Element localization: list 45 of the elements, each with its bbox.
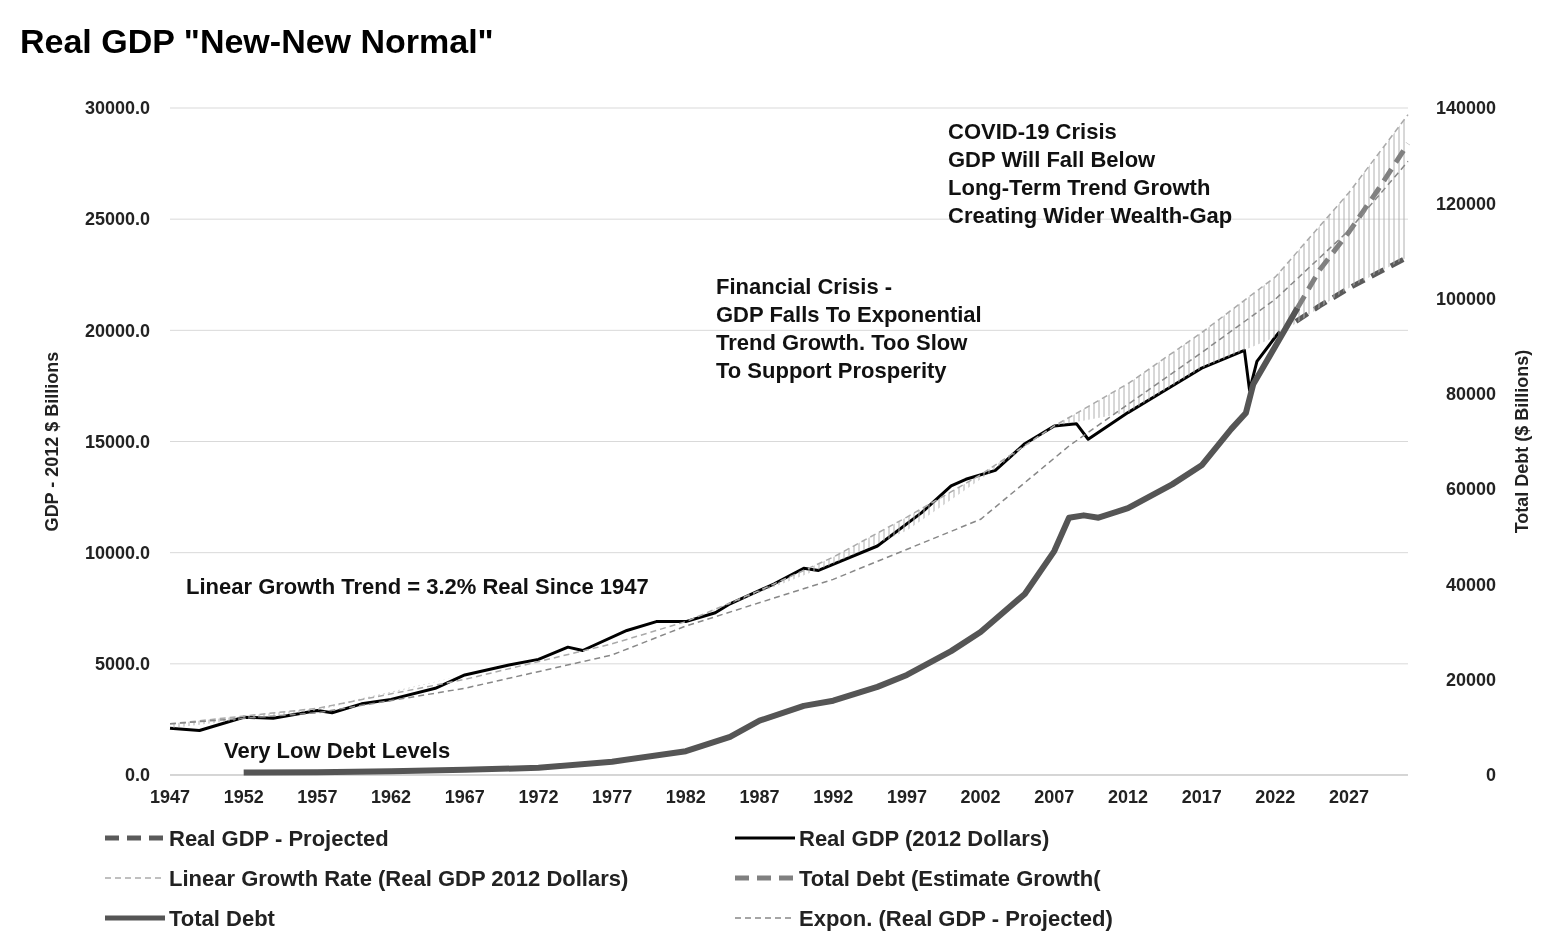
legend-label: Real GDP - Projected [169, 825, 389, 851]
y2-tick-label: 60000 [1445, 479, 1496, 500]
x-tick-label: 1982 [665, 787, 706, 807]
legend-label: Total Debt (Estimate Growth( [799, 865, 1102, 891]
y2-tick-label: 120000 [1435, 193, 1496, 214]
y-tick-label: 30000.0 [84, 98, 150, 119]
x-tick-label: 2012 [1107, 787, 1148, 807]
x-tick-label: 2022 [1255, 787, 1296, 807]
y-tick-label: 5000.0 [94, 654, 150, 675]
y2-tick-label: 0 [1485, 765, 1496, 786]
y2-tick-label: 20000 [1445, 670, 1496, 691]
annotation: COVID-19 Crisis GDP Will Fall Below Long-Term Trend Growth Creating Wider Wealth-Gap [948, 119, 1233, 228]
legend-label: Real GDP (2012 Dollars) [799, 825, 1050, 851]
y-tick-label: 10000.0 [84, 542, 150, 563]
x-tick-label: 1952 [223, 787, 264, 807]
annotation: Linear Growth Trend = 3.2% Real Since 1947 [186, 574, 649, 599]
x-tick-label: 1987 [739, 787, 780, 807]
x-tick-label: 2002 [960, 787, 1001, 807]
annotation: Very Low Debt Levels [224, 738, 451, 763]
x-tick-label: 2017 [1181, 787, 1222, 807]
y-tick-label: 20000.0 [84, 320, 150, 341]
legend-label: Expon. (Real GDP - Projected) [799, 905, 1113, 931]
y-axis-title: GDP - 2012 $ Billions [42, 351, 62, 532]
x-tick-label: 1967 [444, 787, 485, 807]
x-tick-label: 1957 [297, 787, 338, 807]
y2-tick-label: 40000 [1445, 574, 1496, 595]
y-tick-label: 25000.0 [84, 209, 150, 230]
y2-axis-title: Total Debt ($ Billions) [1512, 349, 1532, 534]
legend-label: Total Debt [169, 905, 276, 931]
y2-tick-label: 80000 [1445, 384, 1496, 405]
y2-tick-label: 100000 [1435, 288, 1496, 309]
x-tick-label: 2027 [1329, 787, 1370, 807]
x-tick-label: 1962 [371, 787, 412, 807]
x-tick-label: 1972 [518, 787, 559, 807]
y-tick-label: 15000.0 [84, 431, 150, 452]
y-tick-label: 0.0 [124, 765, 150, 786]
y2-tick-label: 140000 [1435, 98, 1496, 119]
x-tick-label: 1977 [592, 787, 633, 807]
chart-title: Real GDP "New-New Normal" [20, 22, 494, 60]
x-tick-label: 1992 [813, 787, 854, 807]
x-tick-label: 2007 [1034, 787, 1075, 807]
legend-label: Linear Growth Rate (Real GDP 2012 Dollars) [169, 865, 629, 891]
annotation: Financial Crisis - GDP Falls To Exponential Trend Growth. Too Slow To Support Prosperity [716, 274, 982, 383]
x-tick-label: 1997 [886, 787, 927, 807]
x-tick-label: 1947 [149, 787, 191, 807]
